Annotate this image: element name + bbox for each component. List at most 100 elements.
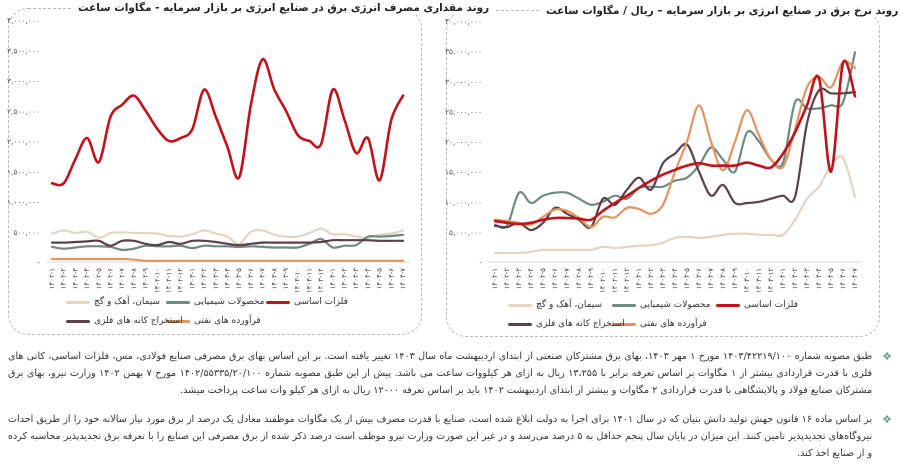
note-text: بر اساس ماده ۱۶ قانون جهش تولید دانش بنی… [8, 414, 873, 459]
legend-label: سیمان، آهک و گچ [536, 300, 603, 310]
x-tick-label: ۱۴۰۳-۸ [719, 268, 727, 290]
y-tick-label: ۱,۵۰۰,۰۰۰ [7, 167, 40, 176]
x-tick-label: ۱۴۰۳-۱۱ [305, 268, 313, 293]
legend-swatch [508, 303, 532, 307]
x-tick-label: ۱۴۰۳-۲ [647, 268, 655, 290]
series-line-basic-metals [493, 59, 857, 226]
legend-item-oil-products: فرآورده های نفتی [612, 319, 707, 329]
y-tick-label: ۳۰,۰۰۰,۰۰۰ [445, 77, 482, 86]
y-tick-label: ۲۵,۰۰۰,۰۰۰ [445, 107, 482, 116]
x-tick-label: ۱۴۰۳-۱۲ [767, 268, 775, 293]
x-tick-label: ۱۴۰۳-۷ [707, 268, 715, 290]
x-tick-label: ۱۴۰۴-۷ [851, 268, 859, 290]
notes-section: ❖ طبق مصوبه شماره ۱۴۰۳/۴۲۲۱۹/۱۰۰ مورخ ۱ … [8, 348, 892, 474]
x-tick-label: ۱۴۰۳-۴ [671, 268, 679, 290]
x-tick-label: ۱۴۰۴-۶ [387, 268, 395, 290]
legend-label: استخراج کانه های فلزی [94, 316, 183, 326]
x-tick-label: ۱۴۰۳-۹ [731, 268, 739, 290]
x-tick-label: ۱۴۰۲-۸ [575, 268, 583, 290]
legend-item-oil-products: فرآورده های نفتی [166, 316, 261, 326]
legend-item-chemicals: محصولات شیمیایی [166, 297, 264, 307]
series-line-chemicals [50, 233, 405, 252]
y-tick-label: ۲,۵۰۰,۰۰۰ [7, 107, 40, 116]
note-text: طبق مصوبه شماره ۱۴۰۳/۴۲۲۱۹/۱۰۰ مورخ ۱ مه… [8, 351, 873, 396]
x-tick-label: ۱۴۰۲-۱ [491, 268, 499, 289]
x-tick-label: ۱۴۰۳-۶ [247, 268, 255, 290]
note-renewable-law: ❖ بر اساس ماده ۱۶ قانون جهش تولید دانش ب… [8, 411, 892, 462]
y-tick-label: ۴۰,۰۰۰,۰۰۰ [445, 17, 482, 26]
x-tick-label: ۱۴۰۲-۷ [563, 268, 571, 290]
y-tick-label: ۱۵,۰۰۰,۰۰۰ [445, 168, 482, 177]
legend-item-cement: سیمان، آهک و گچ [508, 300, 602, 310]
x-tick-label: ۱۴۰۴-۴ [364, 268, 372, 290]
y-tick-label: ۳,۵۰۰,۰۰۰ [7, 46, 40, 55]
x-tick-label: ۱۴۰۲-۹ [587, 268, 595, 290]
legend-swatch [266, 300, 290, 304]
legend-swatch [612, 303, 636, 307]
x-tick-label: ۱۴۰۳-۱۰ [743, 268, 751, 293]
x-tick-label: ۱۴۰۳-۸ [270, 268, 278, 290]
x-tick-label: ۱۴۰۴-۶ [839, 268, 847, 290]
legend-label: فلزات اساسی [744, 300, 798, 310]
legend-item-basic-metals: فلزات اساسی [266, 297, 348, 307]
y-tick-label: ۵,۰۰۰,۰۰۰ [449, 228, 482, 237]
series-line-metal-mining [50, 238, 405, 247]
legend-swatch [612, 322, 636, 326]
x-tick-label: ۱۴۰۲-۱ [48, 268, 56, 289]
x-tick-label: ۱۴۰۲-۵ [95, 268, 103, 290]
series-line-cement [493, 155, 857, 255]
legend-swatch [166, 319, 190, 323]
series-line-basic-metals [50, 57, 405, 187]
x-tick-label: ۱۴۰۲-۶ [551, 268, 559, 290]
x-tick-label: ۱۴۰۳-۷ [259, 268, 267, 290]
x-tick-label: ۱۴۰۲-۶ [107, 268, 115, 290]
consumption-chart-title: روند مقداری مصرف انرژی برق در صنایع انرژ… [72, 2, 496, 14]
x-tick-label: ۱۴۰۲-۳ [71, 268, 79, 290]
x-tick-label: ۱۴۰۳-۲ [200, 268, 208, 290]
legend-item-basic-metals: فلزات اساسی [716, 300, 798, 310]
diamond-bullet-icon: ❖ [882, 350, 892, 363]
legend-item-cement: سیمان، آهک و گچ [66, 297, 160, 307]
charts-canvas: - ۵۰۰,۰۰۰ ۱,۰۰۰,۰۰۰ ۱,۵۰۰,۰۰۰ ۲,۰۰۰,۰۰۰ ۲,۵۰۰… [7, 16, 862, 293]
series-line-oil-products [50, 257, 405, 262]
diamond-bullet-icon: ❖ [882, 413, 892, 426]
x-tick-label: ۱۴۰۳-۱۲ [317, 268, 325, 293]
y-tick-label: ۳,۰۰۰,۰۰۰ [7, 77, 40, 86]
consumption-plot: - ۵۰۰,۰۰۰ ۱,۰۰۰,۰۰۰ ۱,۵۰۰,۰۰۰ ۲,۰۰۰,۰۰۰ ۲,۵۰۰… [7, 16, 410, 293]
y-tick-label: - [479, 258, 482, 267]
x-tick-label: ۱۴۰۳-۵ [683, 268, 691, 290]
x-tick-label: ۱۴۰۳-۱ [635, 268, 643, 289]
series-line-chemicals [493, 51, 857, 230]
x-tick-label: ۱۴۰۳-۱۱ [755, 268, 763, 293]
x-tick-label: ۱۴۰۴-۴ [815, 268, 823, 290]
x-tick-label: ۱۴۰۲-۱۱ [611, 268, 619, 293]
legend-item-chemicals: محصولات شیمیایی [612, 300, 710, 310]
x-tick-label: ۱۴۰۲-۸ [130, 268, 138, 290]
note-tariff-change: ❖ طبق مصوبه شماره ۱۴۰۳/۴۲۲۱۹/۱۰۰ مورخ ۱ … [8, 348, 892, 399]
legend-label: فرآورده های نفتی [194, 316, 261, 326]
x-tick-label: ۱۴۰۲-۴ [83, 268, 91, 290]
x-tick-label: ۱۴۰۴-۲ [791, 268, 799, 290]
y-tick-label: ۳۵,۰۰۰,۰۰۰ [445, 47, 482, 56]
legend-label: فلزات اساسی [294, 297, 348, 307]
legend-swatch [66, 300, 90, 304]
x-tick-label: ۱۴۰۴-۵ [827, 268, 835, 290]
legend-label: محصولات شیمیایی [194, 297, 265, 307]
x-tick-label: ۱۴۰۳-۵ [235, 268, 243, 290]
legend-label: استخراج کانه های فلزی [536, 319, 625, 329]
x-tick-label: ۱۴۰۴-۲ [341, 268, 349, 290]
x-tick-label: ۱۴۰۳-۳ [212, 268, 220, 290]
x-tick-label: ۱۴۰۴-۳ [352, 268, 360, 290]
x-tick-label: ۱۴۰۳-۴ [224, 268, 232, 290]
series-line-oil-products [493, 60, 857, 229]
y-tick-label: ۴,۰۰۰,۰۰۰ [7, 16, 40, 25]
legend-label: فرآورده های نفتی [640, 319, 707, 329]
legend-item-metal-mining: استخراج کانه های فلزی [66, 316, 183, 326]
x-tick-label: ۱۴۰۳-۹ [282, 268, 290, 290]
x-tick-label: ۱۴۰۲-۷ [118, 268, 126, 290]
x-tick-label: ۱۴۰۳-۱۰ [294, 268, 302, 293]
y-tick-label: ۲,۰۰۰,۰۰۰ [7, 137, 40, 146]
price-plot: - ۵,۰۰۰,۰۰۰ ۱۰,۰۰۰,۰۰۰ ۱۵,۰۰۰,۰۰۰ ۲۰,۰۰۰,۰۰۰… [445, 17, 862, 293]
x-tick-label: ۱۴۰۳-۱ [188, 268, 196, 289]
x-tick-label: ۱۴۰۳-۶ [695, 268, 703, 290]
